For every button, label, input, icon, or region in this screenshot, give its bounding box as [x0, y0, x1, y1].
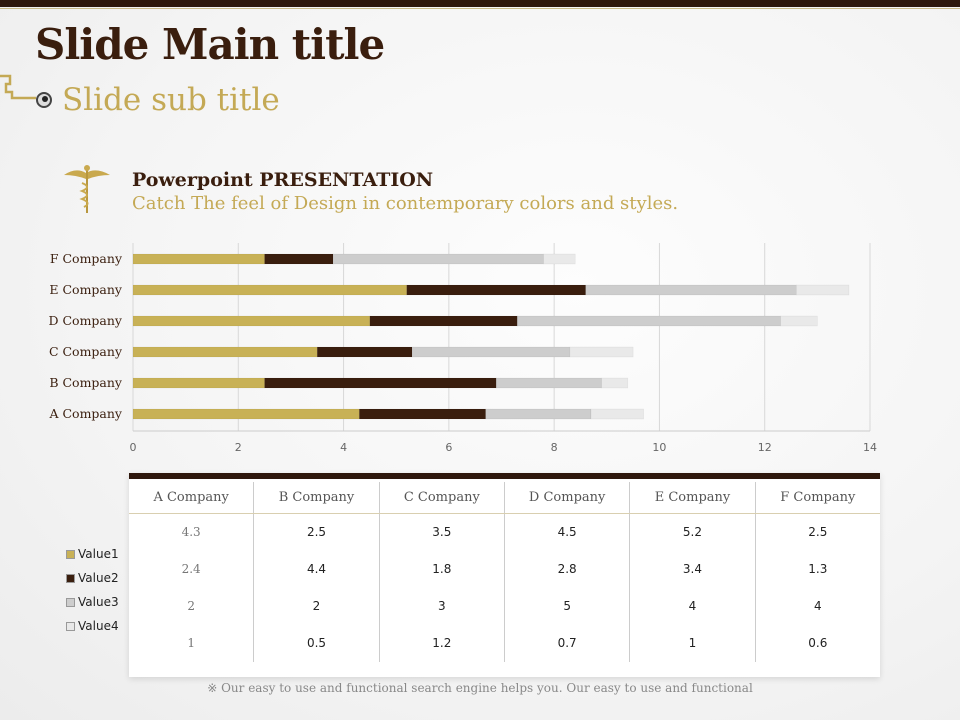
data-table: A Company B Company C Company D Company …	[129, 473, 880, 677]
table-cell: 5	[503, 588, 629, 625]
bar-segment-value3	[495, 377, 602, 389]
table-cell: 1.8	[378, 551, 504, 588]
legend-item: Value1	[66, 542, 119, 566]
bar-segment-value4	[569, 346, 634, 358]
table-cell: 2	[187, 599, 195, 613]
legend-swatch	[66, 597, 75, 607]
table-cell: 4.4	[253, 551, 378, 588]
table-row: 2.4 4.4 1.8 2.8 3.4 1.3	[129, 551, 880, 588]
x-tick-label: 10	[652, 441, 666, 454]
connector-icon	[0, 74, 52, 108]
x-tick-label: 0	[130, 441, 137, 454]
bar-segment-value4	[601, 377, 629, 389]
legend-swatch	[66, 549, 75, 559]
top-bar	[0, 0, 960, 7]
legend-label: Value3	[78, 595, 119, 609]
y-tick-label: C Company	[49, 344, 123, 359]
bar-segment-value2	[317, 346, 413, 358]
y-tick-label: F Company	[50, 251, 123, 266]
legend-swatch	[66, 573, 75, 583]
table-row: 1 0.5 1.2 0.7 1 0.6	[129, 625, 880, 662]
x-tick-label: 2	[235, 441, 242, 454]
bar-segment-value1	[132, 408, 360, 420]
table-cell: 4.5	[503, 514, 629, 551]
bar-segment-value4	[543, 253, 576, 265]
legend-item: Value3	[66, 590, 119, 614]
x-tick-label: 14	[863, 441, 877, 454]
table-cell: 2.8	[503, 551, 629, 588]
table-header-cell: D Company	[503, 482, 629, 513]
table-cell: 1.2	[378, 625, 504, 662]
bar-segment-value2	[406, 284, 586, 296]
y-tick-label: E Company	[49, 282, 123, 297]
table-cell: 5.2	[629, 514, 754, 551]
table-cell: 0.5	[253, 625, 378, 662]
table-cell: 2	[253, 588, 378, 625]
table-header-cell: C Company	[378, 482, 504, 513]
chart-legend: Value1 Value2 Value3 Value4	[66, 542, 119, 638]
stacked-bar-chart: 0 2 4 6 8 10 12 14 A Company B Company C Company D …	[48, 243, 877, 454]
table-cell: 1	[629, 625, 754, 662]
table-cell: 0.6	[754, 625, 880, 662]
bar-segment-value3	[485, 408, 592, 420]
caduceus-icon	[64, 165, 110, 213]
table-header-cell: A Company	[153, 490, 229, 505]
y-tick-label: A Company	[48, 406, 122, 421]
legend-item: Value4	[66, 614, 119, 638]
x-tick-label: 12	[758, 441, 772, 454]
legend-label: Value2	[78, 571, 119, 585]
legend-item: Value2	[66, 566, 119, 590]
table-cell: 1.3	[754, 551, 880, 588]
bar-segment-value4	[780, 315, 818, 327]
bar-segment-value3	[411, 346, 571, 358]
top-divider	[0, 8, 960, 9]
bar-segment-value1	[132, 284, 407, 296]
table-cell: 4	[754, 588, 880, 625]
table-cell: 0.7	[503, 625, 629, 662]
table-cell: 4	[629, 588, 754, 625]
bar-segment-value1	[132, 377, 265, 389]
x-tick-label: 4	[340, 441, 347, 454]
table-cell: 3.4	[629, 551, 754, 588]
y-tick-label: B Company	[49, 375, 123, 390]
bar-segment-value1	[132, 346, 318, 358]
bar-segment-value3	[517, 315, 781, 327]
table-cell: 3	[378, 588, 504, 625]
bar-segment-value2	[264, 253, 334, 265]
footnote: ※ Our easy to use and functional search …	[207, 681, 753, 695]
table-cell: 2.5	[754, 514, 880, 551]
x-tick-label: 6	[445, 441, 452, 454]
table-cell: 2.5	[253, 514, 378, 551]
bar-segment-value3	[585, 284, 797, 296]
section-tagline: Catch The feel of Design in contemporary…	[132, 193, 679, 214]
table-cell: 2.4	[181, 562, 201, 576]
bar-segment-value1	[132, 253, 265, 265]
bar-segment-value1	[132, 315, 371, 327]
bar-segment-value2	[369, 315, 518, 327]
table-header-cell: E Company	[629, 482, 754, 513]
bar-segment-value4	[590, 408, 644, 420]
bar-segment-value3	[332, 253, 544, 265]
x-tick-label: 8	[551, 441, 558, 454]
table-header: A Company B Company C Company D Company …	[129, 482, 880, 514]
slide-subtitle: Slide sub title	[62, 82, 280, 118]
bar-segment-value2	[264, 377, 497, 389]
section-heading: Powerpoint PRESENTATION	[132, 169, 434, 191]
table-cell: 4.3	[181, 525, 201, 539]
table-cell: 1	[187, 636, 195, 650]
table-header-cell: B Company	[253, 482, 378, 513]
table-header-cell: F Company	[754, 482, 880, 513]
slide-title: Slide Main title	[35, 20, 385, 69]
table-row: 4.3 2.5 3.5 4.5 5.2 2.5	[129, 514, 880, 551]
bar-segment-value4	[796, 284, 850, 296]
table-cell: 3.5	[378, 514, 504, 551]
y-tick-label: D Company	[48, 313, 122, 328]
legend-swatch	[66, 621, 75, 631]
bar-segment-value2	[359, 408, 486, 420]
legend-label: Value4	[78, 619, 119, 633]
legend-label: Value1	[78, 547, 119, 561]
